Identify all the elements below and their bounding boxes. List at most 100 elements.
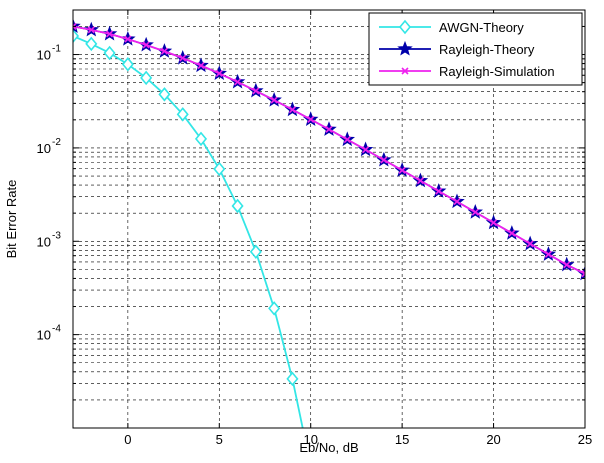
data-point-stroke — [288, 106, 296, 114]
y-tick-label-exponent: -1 — [52, 44, 61, 55]
data-point — [158, 87, 171, 102]
y-tick-label-base: 10 — [37, 328, 51, 343]
data-point-stroke — [215, 69, 223, 78]
data-point — [270, 96, 278, 104]
plot-area-frame — [72, 9, 586, 429]
legend-label: Rayleigh-Theory — [439, 42, 535, 57]
data-point-stroke — [526, 240, 534, 248]
data-point-stroke — [307, 115, 315, 123]
data-point — [197, 61, 205, 70]
legend-item: Rayleigh-Simulation — [379, 64, 555, 79]
data-point-stroke — [398, 166, 406, 174]
data-point — [103, 45, 116, 61]
y-tick-label: 10 -1 — [37, 44, 62, 63]
y-tick-label-exponent: -4 — [52, 324, 61, 335]
data-point-stroke — [270, 96, 278, 104]
series-rayleigh-simulation — [73, 22, 585, 278]
data-point-stroke — [581, 272, 585, 278]
y-tick-label-base: 10 — [37, 141, 51, 156]
data-point — [401, 67, 409, 75]
data-point — [526, 240, 534, 248]
data-point-stroke — [401, 67, 409, 75]
data-point — [508, 229, 516, 237]
data-point — [397, 40, 413, 56]
data-point — [380, 156, 388, 164]
y-tick-labels: 10-110-210-310-4 — [37, 44, 62, 343]
data-point-stroke — [87, 26, 95, 34]
y-tick-label: 10 -3 — [37, 230, 62, 249]
data-point-stroke — [142, 41, 150, 49]
data-point-stroke — [471, 208, 479, 216]
data-point-stroke — [73, 25, 77, 30]
data-point-stroke — [343, 135, 351, 144]
data-point — [416, 177, 424, 185]
data-point — [85, 36, 98, 52]
data-point-stroke — [160, 47, 168, 55]
data-point — [563, 261, 571, 269]
data-point — [288, 106, 296, 114]
data-point-stroke — [234, 78, 242, 86]
data-point-stroke — [453, 198, 461, 206]
data-point-stroke — [490, 219, 498, 227]
data-point-stroke — [508, 229, 516, 237]
data-point — [268, 301, 281, 316]
data-point — [215, 69, 223, 78]
data-point-stroke — [435, 187, 443, 195]
data-point — [179, 54, 187, 62]
data-point — [544, 250, 552, 258]
data-point — [234, 78, 242, 86]
data-point-stroke — [362, 146, 370, 154]
data-point — [73, 22, 77, 30]
y-axis-label: Bit Error Rate — [4, 180, 19, 259]
x-tick-label: 15 — [395, 432, 409, 447]
data-point — [398, 166, 406, 174]
x-tick-label: 20 — [486, 432, 500, 447]
y-tick-label-exponent: -3 — [52, 230, 61, 241]
data-point — [87, 26, 95, 34]
data-point — [581, 270, 585, 278]
data-point-stroke — [563, 261, 571, 269]
legend-label: Rayleigh-Simulation — [439, 64, 555, 79]
data-point — [213, 161, 226, 177]
legend-label: AWGN-Theory — [439, 20, 524, 35]
data-point — [307, 115, 315, 123]
data-point — [252, 87, 260, 95]
legend: AWGN-Theory Rayleigh-Theory Rayleigh-Simul… — [368, 12, 583, 86]
data-point — [73, 28, 80, 44]
data-point — [231, 198, 244, 214]
data-point — [453, 198, 461, 206]
series-layer — [73, 18, 585, 428]
data-point — [142, 41, 150, 49]
data-point-stroke — [124, 35, 132, 43]
data-point — [194, 131, 208, 147]
y-tick-label-base: 10 — [37, 48, 51, 63]
data-point — [121, 57, 134, 72]
data-point — [249, 244, 262, 259]
data-point — [490, 219, 498, 227]
data-point — [343, 135, 351, 144]
data-point — [160, 47, 168, 55]
y-tick-label: 10 -4 — [37, 324, 62, 343]
data-point-stroke — [197, 61, 205, 70]
x-axis-label: Eb/No, dB — [299, 440, 358, 455]
data-point-stroke — [544, 250, 552, 258]
x-tick-label: 0 — [124, 432, 131, 447]
data-point-stroke — [325, 125, 333, 133]
data-point-stroke — [252, 87, 260, 95]
y-tick-label: 10 -2 — [37, 137, 62, 156]
legend-item: Rayleigh-Theory — [379, 40, 535, 57]
y-tick-label-base: 10 — [37, 234, 51, 249]
series-awgn-theory — [73, 28, 304, 428]
y-tick-label-exponent: -2 — [52, 137, 61, 148]
data-point — [325, 125, 333, 133]
data-point — [398, 19, 412, 35]
data-point — [471, 208, 479, 216]
data-point-stroke — [416, 177, 424, 185]
x-tick-label: 5 — [216, 432, 223, 447]
data-point — [176, 107, 189, 122]
data-point-stroke — [73, 22, 77, 28]
data-point — [124, 35, 132, 43]
data-point-stroke — [380, 156, 388, 164]
x-tick-label: 25 — [578, 432, 592, 447]
